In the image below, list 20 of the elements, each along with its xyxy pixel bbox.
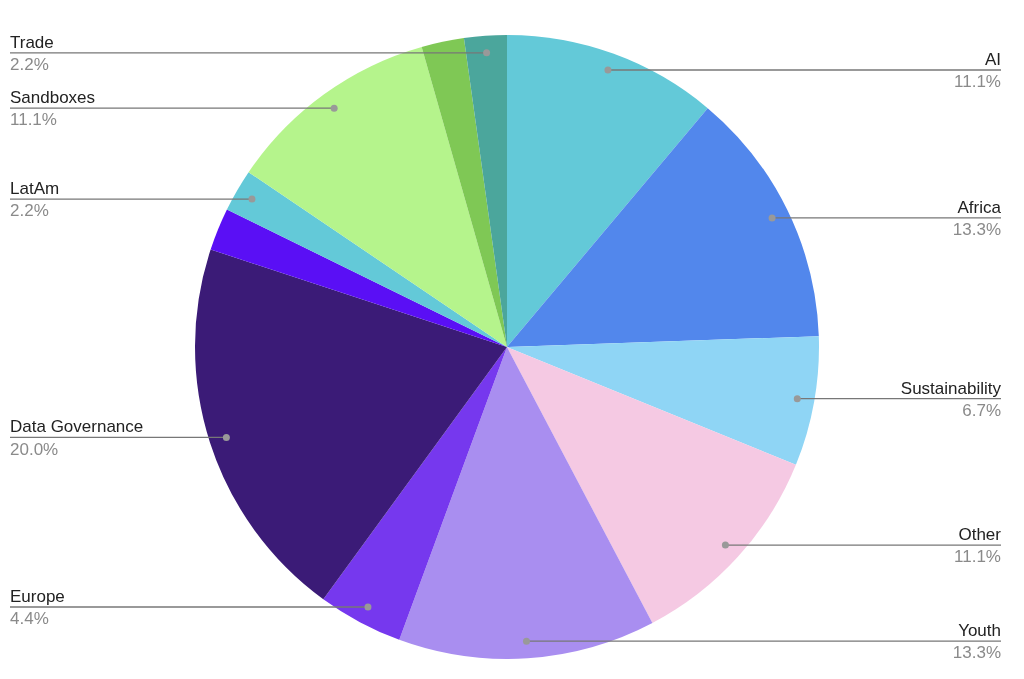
- slice-label: LatAm: [10, 179, 60, 199]
- data-label: 11.1%: [10, 110, 57, 130]
- slice-label: Youth: [958, 621, 1001, 641]
- data-label: 2.2%: [10, 55, 49, 75]
- slice-label: Other: [958, 525, 1002, 545]
- data-label: 13.3%: [952, 220, 1001, 240]
- data-label: 4.4%: [10, 609, 49, 629]
- slice-label: Data Governance: [10, 417, 144, 437]
- data-label: 2.2%: [10, 201, 49, 221]
- data-label: 11.1%: [954, 547, 1001, 567]
- slice-label: Sustainability: [900, 378, 1002, 398]
- slice-label: Europe: [10, 587, 65, 606]
- slice-label: Africa: [957, 197, 1002, 217]
- data-label: 20.0%: [10, 439, 59, 459]
- slice-label: Trade: [10, 32, 54, 52]
- data-label: 6.7%: [962, 400, 1001, 420]
- data-label: 13.3%: [952, 643, 1001, 663]
- slice-label: Sandboxes: [10, 88, 96, 108]
- slice-label: AI: [984, 49, 1001, 69]
- data-label: 11.1%: [954, 72, 1001, 92]
